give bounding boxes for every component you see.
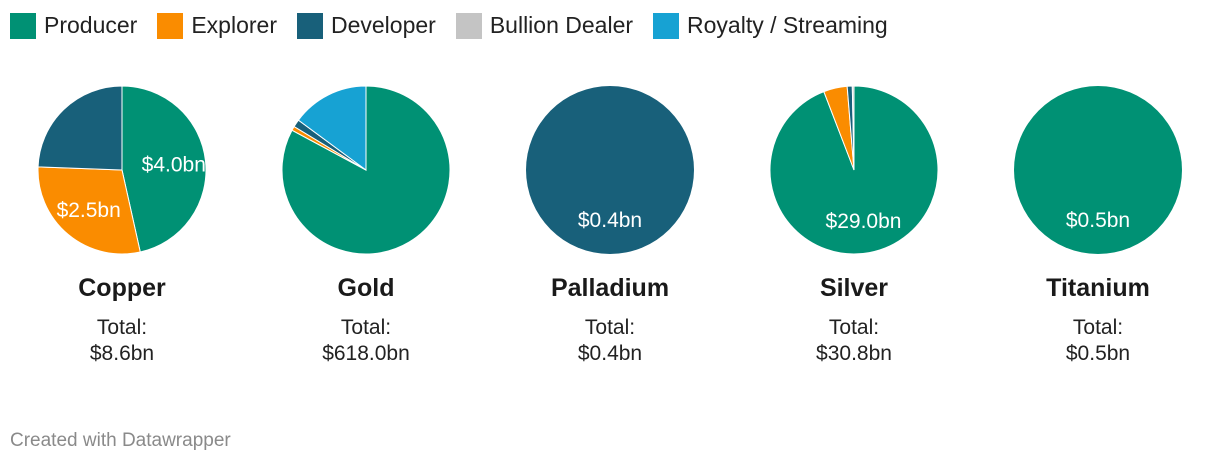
pie-slice-palladium-developer[interactable] [526,86,694,254]
pie-svg-titanium: $0.5bn [1014,86,1182,254]
total-value-gold: $618.0bn [322,342,410,365]
legend-label-bullion-dealer: Bullion Dealer [489,12,634,38]
pie-svg-copper: $4.0bn $2.5bn [37,85,207,255]
legend-swatch-explorer [157,12,184,39]
pie-slice-copper-producer[interactable] [121,85,207,253]
legend-item-developer[interactable]: Developer [296,12,436,39]
legend-swatch-developer [296,12,323,39]
total-value-copper: $8.6bn [89,342,155,365]
pie-chart-titanium: $0.5bn Titanium Total: $0.5bn [976,84,1220,384]
pie-chart-silver: $29.0bn Silver Total: $30.8bn [732,84,976,384]
legend-item-royalty-streaming[interactable]: Royalty / Streaming [653,12,888,39]
total-label-palladium: Total: [584,316,636,339]
data-label-titanium-producer: $0.5bn [1066,209,1130,232]
legend-label-developer: Developer [330,12,436,38]
legend-swatch-royalty-streaming [653,12,680,39]
pie-slice-copper-explorer[interactable] [37,166,141,255]
total-label-gold: Total: [340,316,392,339]
data-label-silver-producer: $29.0bn [826,210,902,233]
legend-label-royalty-streaming: Royalty / Streaming [687,12,888,38]
pie-chart-copper: $4.0bn $2.5bn Copper Total: $8.6bn [0,84,244,384]
legend-swatch-bullion-dealer [455,12,482,39]
total-value-palladium: $0.4bn [577,342,643,365]
legend-swatch-producer [10,12,36,39]
legend-item-bullion-dealer[interactable]: Bullion Dealer [455,12,634,39]
pie-slice-gold-royalty-streaming[interactable] [297,85,367,171]
chart-title-titanium: Titanium [1046,274,1150,302]
legend: Producer Explorer Developer Bullion Deal… [10,12,908,39]
pie-chart-gold: Gold Total: $618.0bn [244,84,488,384]
pie-slice-titanium-producer[interactable] [1014,86,1182,254]
data-label-copper-explorer: $2.5bn [57,199,121,222]
legend-label-producer: Producer [44,12,138,38]
total-label-titanium: Total: [1072,316,1124,339]
chart-title-palladium: Palladium [550,274,670,302]
legend-label-explorer: Explorer [191,12,277,38]
total-label-silver: Total: [828,316,880,339]
total-value-titanium: $0.5bn [1065,342,1131,365]
data-label-copper-producer: $4.0bn [142,153,206,176]
pie-svg-gold [281,85,451,255]
pie-svg-silver: $29.0bn [769,85,939,255]
total-label-copper: Total: [96,316,148,339]
pie-slice-silver-bullion-dealer[interactable] [851,85,855,171]
chart-title-gold: Gold [337,274,395,302]
chart-title-copper: Copper [78,274,166,302]
legend-item-producer[interactable]: Producer [10,12,137,39]
data-label-palladium-developer: $0.4bn [578,209,642,232]
legend-item-explorer[interactable]: Explorer [157,12,277,39]
pie-slice-copper-developer[interactable] [37,85,123,171]
credit-text[interactable]: Created with Datawrapper [10,430,231,451]
pie-chart-palladium: $0.4bn Palladium Total: $0.4bn [488,84,732,384]
pie-charts: $4.0bn $2.5bn Copper Total: $8.6bn Gold T… [0,84,1220,384]
chart-title-silver: Silver [819,274,889,302]
total-value-silver: $30.8bn [816,342,892,365]
pie-svg-palladium: $0.4bn [526,86,694,254]
